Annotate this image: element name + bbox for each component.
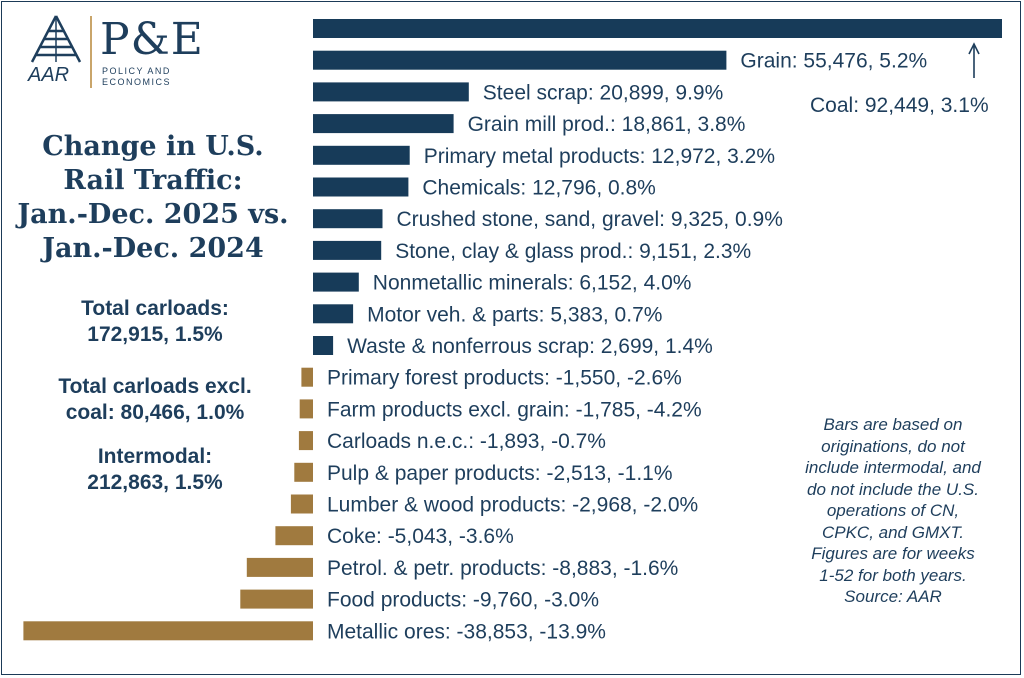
bar-label: Food products: -9,760, -3.0% (327, 589, 599, 612)
note-line: Bars are based on (823, 415, 963, 434)
stat-value: 212,863, 1.5% (87, 471, 223, 494)
title-line: Change in U.S. (42, 131, 264, 162)
bar-primary-metal-products (313, 145, 410, 165)
bar-lumber-wood-products (290, 494, 313, 514)
intermodal-stat: Intermodal: 212,863, 1.5% (20, 444, 290, 496)
note-line: Figures are for weeks (811, 544, 975, 563)
bar-label: Pulp & paper products: -2,513, -1.1% (327, 462, 673, 485)
bar-label: Waste & nonferrous scrap: 2,699, 1.4% (347, 335, 713, 358)
coal-label-arrow (968, 42, 980, 78)
bar-label: Grain: 55,476, 5.2% (740, 50, 927, 73)
bar-food-products (240, 589, 313, 609)
bar-label: Motor veh. & parts: 5,383, 0.7% (367, 303, 662, 326)
logo-divider (90, 16, 92, 88)
stat-value: 172,915, 1.5% (87, 323, 223, 346)
chart-title: Change in U.S. Rail Traffic: Jan.-Dec. 2… (14, 130, 292, 266)
bar-chemicals (313, 177, 409, 197)
bar-nonmetallic-minerals (313, 272, 359, 292)
note-line: CPKC, and GMXT. (821, 522, 965, 542)
total-carloads-excl-coal-stat: Total carloads excl. coal: 80,466, 1.0% (20, 374, 290, 426)
bar-label: Chemicals: 12,796, 0.8% (422, 177, 655, 200)
title-line: Jan.-Dec. 2024 (42, 233, 264, 264)
bar-motor-veh-parts (313, 304, 354, 324)
bar-farm-products-excl-grain (299, 399, 313, 419)
note-line: originations, do not (821, 436, 965, 456)
bar-label: Petrol. & petr. products: -8,883, -1.6% (327, 557, 678, 580)
bar-petrol-petr-products (246, 557, 313, 577)
note-line: operations of CN, (826, 501, 960, 520)
bar-label: Carloads n.e.c.: -1,893, -0.7% (327, 430, 606, 453)
bar-coal (313, 19, 1002, 38)
bar-primary-forest-products (301, 367, 313, 387)
rail-track-icon (30, 15, 82, 63)
logo-aar-text: AAR (28, 64, 70, 86)
bar-label: Lumber & wood products: -2,968, -2.0% (327, 494, 698, 517)
bar-label: Farm products excl. grain: -1,785, -4.2% (327, 398, 702, 421)
title-line: Rail Traffic: (63, 165, 243, 196)
bar-label: Steel scrap: 20,899, 9.9% (483, 81, 724, 104)
bar-pulp-paper-products (294, 462, 313, 482)
bar-label: Primary forest products: -1,550, -2.6% (327, 367, 682, 390)
bar-carloads-n-e-c (298, 431, 313, 451)
bar-steel-scrap (313, 82, 469, 102)
bar-label: Metallic ores: -38,853, -13.9% (327, 620, 606, 643)
bar-coke (275, 526, 313, 546)
bar-label: Stone, clay & glass prod.: 9,151, 2.3% (395, 240, 751, 263)
stat-value: coal: 80,466, 1.0% (65, 401, 245, 424)
bar-label-coal: Coal: 92,449, 3.1% (810, 94, 989, 117)
bar-label: Primary metal products: 12,972, 3.2% (424, 145, 775, 168)
bars-group: Grain: 55,476, 5.2% Steel scrap: 20,899, … (23, 19, 1002, 643)
bar-grain (313, 50, 727, 70)
bar-label: Crushed stone, sand, gravel: 9,325, 0.9% (397, 208, 783, 231)
bar-grain-mill-prod (313, 114, 454, 134)
stat-label: Total carloads excl. (58, 375, 252, 398)
bar-label: Grain mill prod.: 18,861, 3.8% (468, 113, 746, 136)
logo-subtitle: POLICY AND ECONOMICS (102, 66, 171, 88)
methodology-note: Bars are based on originations, do not i… (778, 414, 1008, 608)
note-line: include intermodal, and (805, 458, 981, 477)
stat-label: Total carloads: (81, 297, 229, 320)
aar-pe-logo: AAR P&E POLICY AND ECONOMICS (22, 14, 212, 94)
title-line: Jan.-Dec. 2025 vs. (17, 199, 289, 230)
bar-stone-clay-glass-prod (313, 240, 382, 260)
bar-label: Nonmetallic minerals: 6,152, 4.0% (373, 272, 692, 295)
note-line: do not include the U.S. (806, 479, 979, 499)
bar-waste-nonferrous-scrap (313, 336, 334, 355)
bar-metallic-ores (23, 621, 314, 641)
bar-crushed-stone-sand-gravel (313, 209, 383, 229)
note-line: Source: AAR (844, 587, 942, 606)
logo-subtitle-line: ECONOMICS (102, 77, 172, 87)
total-carloads-stat: Total carloads: 172,915, 1.5% (20, 296, 290, 348)
logo-subtitle-line: POLICY AND (102, 66, 171, 76)
stat-label: Intermodal: (97, 445, 213, 468)
note-line: 1-52 for both years. (819, 565, 967, 585)
logo-pe-text: P&E (100, 14, 204, 65)
bar-label: Coke: -5,043, -3.6% (327, 525, 514, 548)
